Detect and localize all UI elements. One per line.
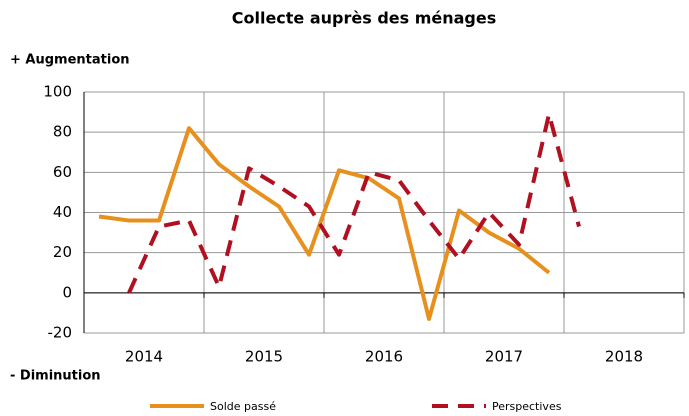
- series-line: [127, 112, 581, 294]
- x-tick-label: 2014: [125, 348, 163, 366]
- y-tick-label: -20: [48, 324, 73, 342]
- y-tick-label: 100: [43, 83, 72, 101]
- x-tick-label: 2015: [245, 348, 283, 366]
- y-tick-label: 60: [53, 163, 72, 181]
- legend-label: Solde passé: [210, 400, 276, 413]
- annotation: + Augmentation: [10, 53, 130, 68]
- y-tick-label: 20: [53, 243, 72, 261]
- chart-title: Collecte auprès des ménages: [232, 9, 497, 28]
- legend-label: Perspectives: [492, 400, 562, 413]
- annotation: - Diminution: [10, 369, 101, 384]
- x-tick-label: 2016: [365, 348, 403, 366]
- x-tick-label: 2017: [485, 348, 523, 366]
- y-tick-label: 80: [53, 123, 72, 141]
- x-tick-label: 2018: [605, 348, 643, 366]
- y-tick-label: 0: [62, 283, 72, 301]
- y-tick-label: 40: [53, 203, 72, 221]
- series-line: [98, 126, 551, 321]
